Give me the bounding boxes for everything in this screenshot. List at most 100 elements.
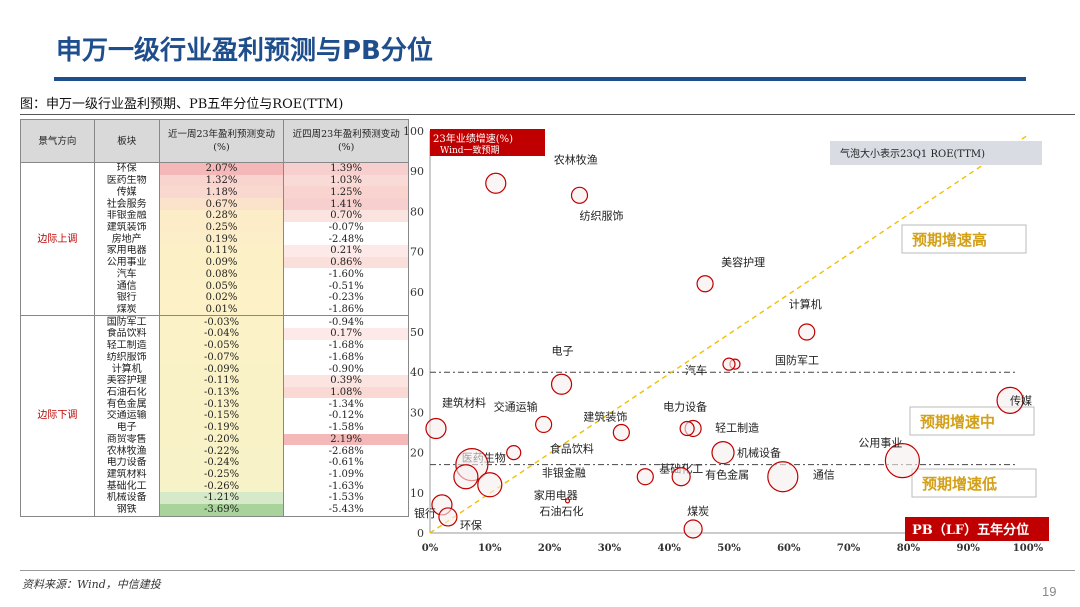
bubble-家用电器 bbox=[477, 472, 503, 498]
week1-cell: -0.09% bbox=[158, 363, 285, 375]
source-note: 资料来源：Wind，中信建投 bbox=[22, 578, 161, 591]
bubble-label: 交通运输 bbox=[494, 399, 538, 413]
bubble-计算机 bbox=[798, 323, 816, 341]
sector-cell: 轻工制造 bbox=[93, 339, 160, 352]
table-row: 家用电器 0.11% 0.21% bbox=[21, 245, 409, 257]
table-row: 公用事业 0.09% 0.86% bbox=[21, 256, 409, 269]
week1-cell: 1.18% bbox=[158, 186, 285, 199]
y-tick-label: 20 bbox=[410, 447, 424, 460]
x-tick-label: 50% bbox=[717, 543, 741, 554]
table-row: 计算机 -0.09% -0.90% bbox=[21, 363, 409, 375]
bubble-label: 建筑装饰 bbox=[583, 410, 627, 424]
week4-cell: -2.68% bbox=[283, 445, 409, 457]
bubble-公用事业 bbox=[884, 443, 921, 479]
sector-cell: 机械设备 bbox=[93, 492, 160, 504]
week4-cell: -1.68% bbox=[283, 351, 409, 364]
bubble-label: 电力设备 bbox=[663, 399, 707, 413]
table-row: 边际上调 环保 2.07% 1.39% bbox=[20, 162, 409, 317]
bubble-label: 银行 bbox=[414, 506, 436, 520]
sector-cell: 社会服务 bbox=[93, 198, 160, 210]
week1-cell: -0.13% bbox=[158, 386, 285, 399]
x-tick-label: 90% bbox=[956, 543, 980, 554]
bubble-煤炭 bbox=[683, 519, 703, 539]
table-row: 房地产 0.19% -2.48% bbox=[21, 233, 409, 246]
bubble-label: 食品饮料 bbox=[550, 442, 594, 456]
bubble-label: 汽车 bbox=[685, 363, 707, 377]
ylabel-line1: 23年业绩增速(%) bbox=[433, 132, 513, 145]
bubble-交通运输 bbox=[535, 415, 553, 434]
sector-cell: 非银金融 bbox=[93, 209, 160, 222]
xlabel: PB（LF）五年分位 bbox=[912, 522, 1029, 538]
table-row: 汽车 0.08% -1.60% bbox=[21, 268, 409, 281]
header-week1: 近一周23年盈利预测变动(%) bbox=[158, 119, 285, 163]
bubble-label: 国防军工 bbox=[775, 353, 819, 367]
x-tick-label: 60% bbox=[777, 543, 801, 554]
group-label: 边际下调 bbox=[20, 315, 95, 517]
table-row: 纺织服饰 -0.07% -1.68% bbox=[21, 351, 409, 364]
sector-cell: 电力设备 bbox=[93, 456, 160, 469]
x-tick-label: 30% bbox=[598, 543, 622, 554]
zone-box bbox=[901, 224, 1027, 254]
week1-cell: -0.04% bbox=[158, 328, 285, 340]
table-row: 电子 -0.19% -1.58% bbox=[21, 421, 409, 434]
x-tick-label: 70% bbox=[837, 543, 861, 554]
week4-cell: -1.34% bbox=[283, 398, 409, 411]
table-row: 有色金属 -0.13% -1.34% bbox=[21, 398, 409, 411]
week1-cell: -0.03% bbox=[158, 315, 285, 329]
bubble-label: 计算机 bbox=[789, 297, 822, 311]
table-row: 美容护理 -0.11% 0.39% bbox=[21, 374, 409, 387]
week1-cell: -0.20% bbox=[158, 433, 285, 446]
bubble-农林牧渔 bbox=[485, 172, 507, 194]
week4-cell: -1.68% bbox=[283, 339, 409, 352]
sector-cell: 传媒 bbox=[93, 186, 160, 199]
sector-cell: 美容护理 bbox=[93, 374, 160, 387]
week4-cell: -0.23% bbox=[283, 291, 409, 304]
week4-cell: -1.53% bbox=[283, 492, 409, 504]
x-tick-label: 0% bbox=[422, 543, 439, 554]
bubble-label: 环保 bbox=[460, 518, 482, 532]
week1-cell: 0.67% bbox=[158, 198, 285, 210]
bubble-有色金属 bbox=[671, 467, 691, 487]
table-row: 通信 0.05% -0.51% bbox=[21, 280, 409, 292]
y-tick-label: 50 bbox=[410, 326, 424, 339]
bubble-建筑装饰 bbox=[612, 423, 630, 442]
sector-cell: 商贸零售 bbox=[93, 433, 160, 446]
zone-box bbox=[911, 468, 1037, 498]
week1-cell: -0.22% bbox=[158, 445, 285, 457]
sector-cell: 煤炭 bbox=[93, 303, 160, 317]
sector-cell: 有色金属 bbox=[93, 398, 160, 411]
week4-cell: -0.51% bbox=[283, 280, 409, 292]
week1-cell: 0.09% bbox=[158, 256, 285, 269]
header-direction: 景气方向 bbox=[20, 119, 95, 163]
sector-cell: 计算机 bbox=[93, 363, 160, 375]
week4-cell: -5.43% bbox=[283, 503, 409, 517]
week1-cell: -0.11% bbox=[158, 374, 285, 387]
ylabel-box bbox=[430, 129, 545, 156]
week4-cell: 0.17% bbox=[283, 328, 409, 340]
week4-cell: -0.94% bbox=[283, 315, 409, 329]
sector-cell: 农林牧渔 bbox=[93, 445, 160, 457]
table-row: 机械设备 -1.21% -1.53% bbox=[21, 492, 409, 504]
bubble-label: 有色金属 bbox=[705, 468, 749, 482]
table-row: 边际下调 国防军工 -0.03% -0.94% bbox=[20, 315, 409, 517]
week1-cell: -1.21% bbox=[158, 492, 285, 504]
y-tick-label: 90 bbox=[410, 165, 424, 178]
sector-cell: 家用电器 bbox=[93, 245, 160, 257]
sector-cell: 建筑材料 bbox=[93, 468, 160, 481]
bubble-通信 bbox=[767, 461, 799, 493]
header-sector: 板块 bbox=[93, 119, 160, 163]
week4-cell: 0.39% bbox=[283, 374, 409, 387]
table-row: 传媒 1.18% 1.25% bbox=[21, 186, 409, 199]
week4-cell: -2.48% bbox=[283, 233, 409, 246]
y-tick-label: 70 bbox=[410, 246, 424, 259]
title-rule bbox=[54, 77, 1026, 81]
bubble-纺织服饰 bbox=[570, 186, 589, 204]
x-tick-label: 80% bbox=[897, 543, 921, 554]
week1-cell: -0.25% bbox=[158, 468, 285, 481]
bubble-note: 气泡大小表示23Q1 ROE(TTM) bbox=[840, 147, 985, 160]
sector-cell: 通信 bbox=[93, 280, 160, 292]
xlabel-box bbox=[905, 517, 1049, 541]
bubble-石油石化 bbox=[564, 498, 571, 504]
table-row: 钢铁 -3.69% -5.43% bbox=[21, 503, 409, 517]
